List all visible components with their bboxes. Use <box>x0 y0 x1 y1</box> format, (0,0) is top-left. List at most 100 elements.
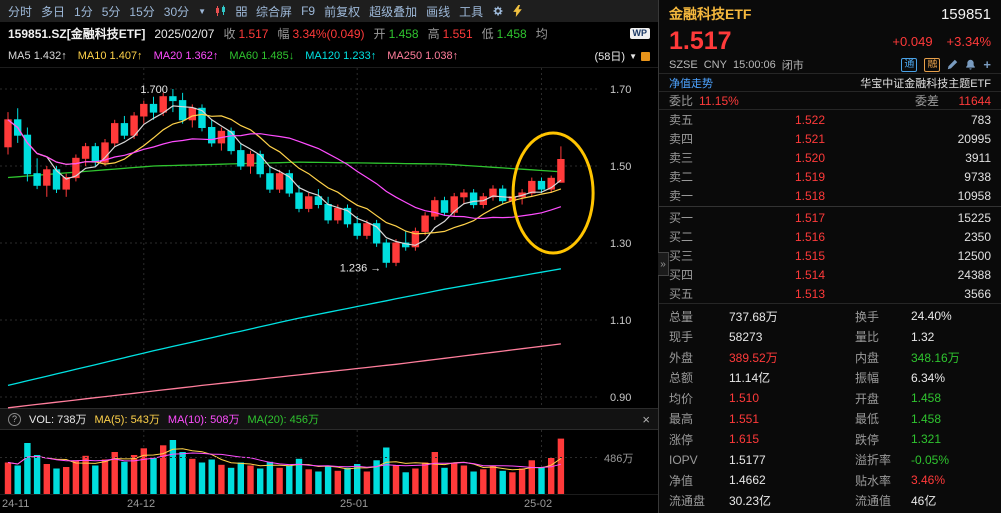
bid-row-3[interactable]: 买三 1.515 12500 <box>659 246 1001 265</box>
svg-text:1.10: 1.10 <box>610 315 631 327</box>
stat-label: 流通值 <box>855 494 892 509</box>
kline-style-icon[interactable] <box>215 5 227 17</box>
stat-row-turnover: 总额 11.14亿 振幅 6.34% <box>659 368 1001 389</box>
stats-grid: 总量 737.68万 换手 24.40% 现手 58273 量比 1.32 外盘 389.52… <box>659 304 1001 513</box>
close-value: 1.517 <box>238 26 269 41</box>
market-info-row: SZSE CNY 15:00:06 闭市 通 融 + <box>659 56 1001 74</box>
period-toolbar: 分时 多日 1分 5分 15分 30分 ▼ 综合屏 F9 前复权 超级叠加 画线… <box>0 0 658 22</box>
ask-row-1[interactable]: 卖一 1.518 10958 <box>659 186 1001 205</box>
volume-axis-label: 486万 <box>604 453 634 465</box>
menu-tools[interactable]: 工具 <box>459 4 484 19</box>
etf-code: 159851 <box>940 5 991 23</box>
wp-badge-icon[interactable]: WP <box>629 28 650 39</box>
period-tab-timeshare[interactable]: 分时 <box>8 4 33 19</box>
volume-chart[interactable] <box>0 430 658 494</box>
chevron-down-icon[interactable]: ▼ <box>198 6 207 16</box>
avg-toggle[interactable]: 均 <box>535 27 548 41</box>
bid-label: 买四 <box>669 268 694 282</box>
alert-icon[interactable] <box>965 59 976 70</box>
stat-value: 30.23亿 <box>729 494 772 509</box>
vol-value: 738万 <box>57 414 87 426</box>
menu-super-overlay[interactable]: 超级叠加 <box>369 4 418 19</box>
indicator-icon[interactable] <box>641 51 650 61</box>
order-book: 卖五 1.522 783 卖四 1.521 20995 卖三 1.520 3911 卖二 1.… <box>659 110 1001 304</box>
stat-value: 6.34% <box>911 370 946 385</box>
stat-label: 现手 <box>669 330 694 345</box>
date-label: 2025/02/07 <box>154 26 215 41</box>
ask-row-3[interactable]: 卖三 1.520 3911 <box>659 148 1001 167</box>
stat-label: 净值 <box>669 473 694 488</box>
svg-text:1.30: 1.30 <box>610 238 631 250</box>
bid-row-1[interactable]: 买一 1.517 15225 <box>659 208 1001 227</box>
ma-indicator-bar: MA5 1.432↑ MA10 1.407↑ MA20 1.362↑ MA60 … <box>0 45 658 67</box>
order-imbalance-row: 委比 11.15% 委差 11644 <box>659 92 1001 110</box>
add-icon[interactable]: + <box>983 57 991 72</box>
quote-summary-bar: 159851.SZ[金融科技ETF] 2025/02/07 收 1.517 幅 3.… <box>0 22 658 45</box>
stat-value: 1.458 <box>911 411 942 426</box>
close-icon[interactable]: × <box>642 411 650 427</box>
period-tab-1min[interactable]: 1分 <box>74 4 93 19</box>
menu-draw-line[interactable]: 画线 <box>426 4 451 19</box>
vol-ma5-label: MA(5): <box>94 414 128 426</box>
period-tab-15min[interactable]: 15分 <box>129 4 155 19</box>
bid-volume: 3566 <box>964 286 991 301</box>
vol-ma5-value: 543万 <box>130 414 160 426</box>
lightning-icon[interactable] <box>513 5 522 17</box>
axis-label-jan: 25-01 <box>340 498 369 510</box>
stat-value: 348.16万 <box>911 350 960 365</box>
ask-volume: 783 <box>970 112 991 127</box>
stat-value: 1.321 <box>911 432 942 447</box>
stat-value: 3.46% <box>911 473 946 488</box>
nav-trend-link[interactable]: 净值走势 <box>669 77 713 90</box>
ma10-label: MA10 <box>77 50 107 62</box>
stat-label: 最高 <box>669 412 694 427</box>
stat-row-float: 流通盘 30.23亿 流通值 46亿 <box>659 491 1001 512</box>
stat-label: 外盘 <box>669 350 694 365</box>
high-value: 1.551 <box>442 26 473 41</box>
svg-text:1.50: 1.50 <box>610 161 631 173</box>
axis-label-dec: 24-12 <box>127 498 156 510</box>
ask-row-4[interactable]: 卖四 1.521 20995 <box>659 129 1001 148</box>
ask-row-5[interactable]: 卖五 1.522 783 <box>659 110 1001 129</box>
edit-icon[interactable] <box>947 59 958 70</box>
svg-text:0.90: 0.90 <box>610 392 631 404</box>
ask-volume: 9738 <box>964 169 991 184</box>
period-range-selector[interactable]: (58日) ▼ <box>595 48 650 64</box>
price-change-pct: +3.34% <box>946 33 991 49</box>
bid-row-4[interactable]: 买四 1.514 24388 <box>659 265 1001 284</box>
bid-row-5[interactable]: 买五 1.513 3566 <box>659 284 1001 303</box>
help-icon[interactable]: ? <box>8 412 21 426</box>
margin-trading-badge: 融 <box>924 57 941 72</box>
bid-price: 1.516 <box>794 229 826 244</box>
bid-label: 买二 <box>669 230 694 244</box>
bid-price: 1.517 <box>794 210 826 225</box>
stat-label: 内盘 <box>855 350 880 365</box>
menu-f9[interactable]: F9 <box>301 4 316 18</box>
stat-value: 1.32 <box>911 329 935 344</box>
stat-value: 737.68万 <box>729 309 778 324</box>
stat-label: 总额 <box>669 371 694 386</box>
period-tab-30min[interactable]: 30分 <box>163 4 190 19</box>
book-divider <box>659 206 1001 207</box>
bid-volume: 2350 <box>964 229 991 244</box>
gear-icon[interactable] <box>492 5 504 17</box>
stat-value: 1.551 <box>729 411 760 426</box>
time-axis: 24-11 24-12 25-01 25-02 <box>0 494 658 513</box>
range-label: 幅 <box>277 27 290 41</box>
bid-row-2[interactable]: 买二 1.516 2350 <box>659 227 1001 246</box>
ask-row-2[interactable]: 卖二 1.519 9738 <box>659 167 1001 186</box>
ask-label: 卖二 <box>669 170 694 184</box>
candlestick-chart-area: 1.70 1.50 1.30 1.10 0.90 1.700 1.236 → <box>0 67 658 409</box>
menu-forward-adjust[interactable]: 前复权 <box>324 4 361 19</box>
period-tab-5min[interactable]: 5分 <box>101 4 121 19</box>
high-label: 高 <box>427 27 440 41</box>
chevron-down-icon: ▼ <box>629 51 637 61</box>
stat-label: 换手 <box>855 309 880 324</box>
candlestick-chart[interactable]: 1.70 1.50 1.30 1.10 0.90 1.700 1.236 → <box>0 68 658 409</box>
ask-price: 1.518 <box>794 188 826 203</box>
period-tab-multiday[interactable]: 多日 <box>41 4 66 19</box>
weibi-label: 委比 <box>669 94 694 108</box>
menu-composite-screen[interactable]: 综合屏 <box>256 4 293 19</box>
grid-layout-icon[interactable] <box>236 5 247 17</box>
panel-collapse-button[interactable]: » <box>658 252 669 276</box>
